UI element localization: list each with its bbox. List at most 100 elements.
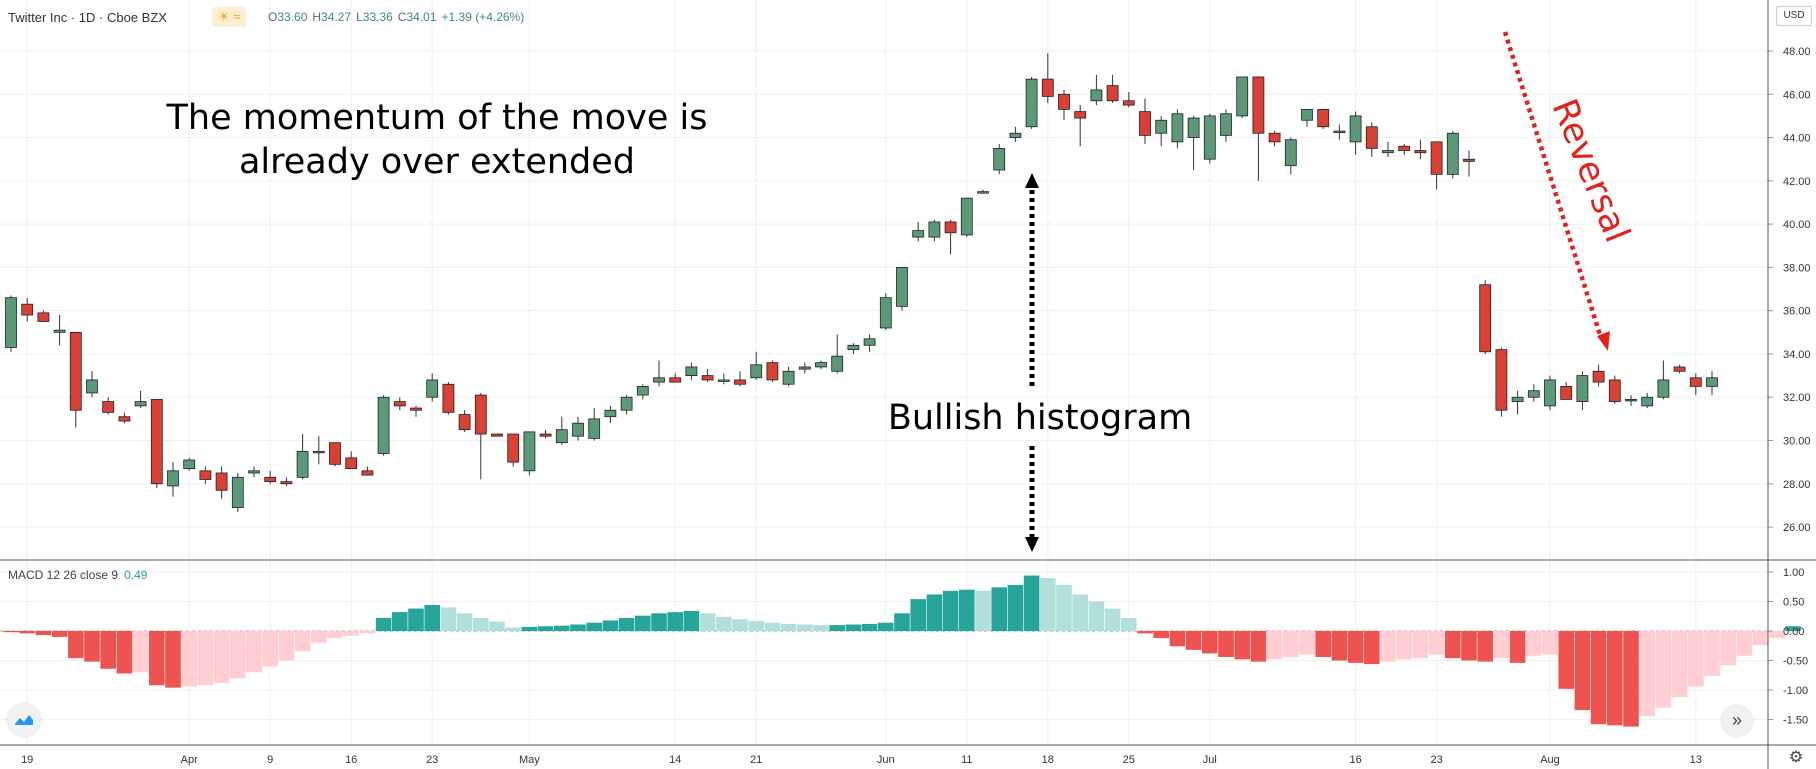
candle-body xyxy=(717,379,730,382)
annotations: The momentum of the move is already over… xyxy=(166,31,1637,552)
candle xyxy=(1203,113,1216,164)
candle xyxy=(1106,74,1119,103)
macd-tick-label: -1.50 xyxy=(1783,715,1808,727)
candle-body xyxy=(1203,115,1216,160)
candle-body xyxy=(1268,132,1281,143)
scroll-to-realtime-button[interactable]: » xyxy=(1722,706,1752,736)
candle xyxy=(361,466,374,476)
macd-bar xyxy=(1461,631,1477,661)
candle-body xyxy=(1706,377,1718,387)
candle xyxy=(1608,375,1621,404)
macd-bar xyxy=(116,631,133,674)
candle xyxy=(248,466,260,478)
candle xyxy=(150,399,163,489)
candle-body xyxy=(1689,377,1702,387)
macd-bar xyxy=(845,624,862,631)
macd-bar xyxy=(1088,601,1105,631)
ohlc-item: +1.39 (+4.26%) xyxy=(441,10,525,24)
candle-body xyxy=(1592,370,1605,383)
candle xyxy=(896,266,908,311)
tradingview-logo-button[interactable] xyxy=(8,704,40,736)
macd-tick-label: -0.50 xyxy=(1783,656,1808,668)
macd-bar xyxy=(1347,631,1364,663)
date-tick-label: 16 xyxy=(1349,754,1361,766)
candle xyxy=(847,343,860,354)
candle-body xyxy=(815,362,827,368)
candle xyxy=(21,297,34,322)
macd-indicator-label[interactable]: MACD 12 26 close 9 0.49 xyxy=(8,568,147,582)
candle-body xyxy=(183,459,196,470)
candle-body xyxy=(944,221,957,234)
price-tick-label: 46.00 xyxy=(1783,89,1811,101)
candle xyxy=(1657,360,1670,400)
macd-bar xyxy=(1574,631,1591,711)
macd-bar xyxy=(35,631,52,636)
date-tick-label: May xyxy=(519,754,540,766)
macd-bar xyxy=(975,590,991,631)
date-tick-label: 9 xyxy=(267,754,273,766)
status-icons[interactable]: ☀ ≈ xyxy=(212,7,247,27)
macd-bar xyxy=(1493,631,1510,659)
macd-bar xyxy=(716,616,732,631)
macd-bar xyxy=(683,610,700,631)
candle xyxy=(604,405,617,424)
macd-bar xyxy=(537,626,554,631)
macd-bar xyxy=(1250,631,1267,662)
candle-body xyxy=(928,221,941,238)
macd-bar xyxy=(246,631,262,673)
candle xyxy=(296,434,309,480)
candle-body xyxy=(1317,109,1330,128)
currency-badge[interactable]: USD xyxy=(1776,6,1812,26)
candle xyxy=(1122,92,1135,108)
macd-histogram xyxy=(3,575,1801,727)
double-chevron-right-icon: » xyxy=(1731,710,1742,730)
price-tick-label: 40.00 xyxy=(1783,219,1811,231)
macd-bar xyxy=(813,625,829,631)
macd-bar xyxy=(440,607,457,631)
macd-tick-label: 0.00 xyxy=(1783,626,1804,638)
candle-body xyxy=(1155,119,1168,134)
candle xyxy=(442,382,455,415)
macd-name: MACD 12 26 close 9 xyxy=(8,568,119,582)
macd-bar xyxy=(829,625,845,631)
candle xyxy=(1074,105,1087,147)
candle-body xyxy=(977,191,989,194)
macd-bar xyxy=(19,631,35,634)
candle-body xyxy=(847,344,860,351)
macd-bar xyxy=(748,620,764,631)
candle-body xyxy=(21,303,34,316)
macd-bar xyxy=(51,631,68,637)
macd-bar xyxy=(764,622,781,631)
candle xyxy=(1139,98,1151,145)
macd-bar xyxy=(1526,631,1542,656)
candle-body xyxy=(896,266,908,307)
candle xyxy=(1479,280,1492,354)
candle xyxy=(5,295,17,352)
bullish-arrow-up-head xyxy=(1025,173,1039,188)
candle-body xyxy=(1495,349,1508,411)
candle-body xyxy=(539,433,552,437)
candle xyxy=(1220,109,1232,142)
candle xyxy=(782,366,795,387)
macd-bar xyxy=(878,622,894,631)
candle xyxy=(1706,371,1718,396)
candle xyxy=(231,472,244,512)
candle-body xyxy=(1657,379,1670,398)
candle xyxy=(1317,109,1330,129)
macd-bar xyxy=(84,631,100,662)
candle-body xyxy=(1527,390,1540,398)
symbol-title[interactable]: Twitter Inc · 1D · Cboe BZX xyxy=(8,10,167,25)
macd-bar xyxy=(1266,631,1283,660)
candle xyxy=(636,384,649,400)
candle-body xyxy=(1301,109,1313,121)
macd-bar xyxy=(1428,631,1445,655)
macd-bar xyxy=(732,619,748,631)
candle xyxy=(1641,392,1654,409)
gear-icon[interactable]: ⚙ xyxy=(1788,749,1804,766)
candle-body xyxy=(555,429,568,444)
macd-bar xyxy=(1137,631,1153,634)
candle xyxy=(539,429,552,439)
candle xyxy=(960,197,973,238)
candle xyxy=(701,369,714,383)
